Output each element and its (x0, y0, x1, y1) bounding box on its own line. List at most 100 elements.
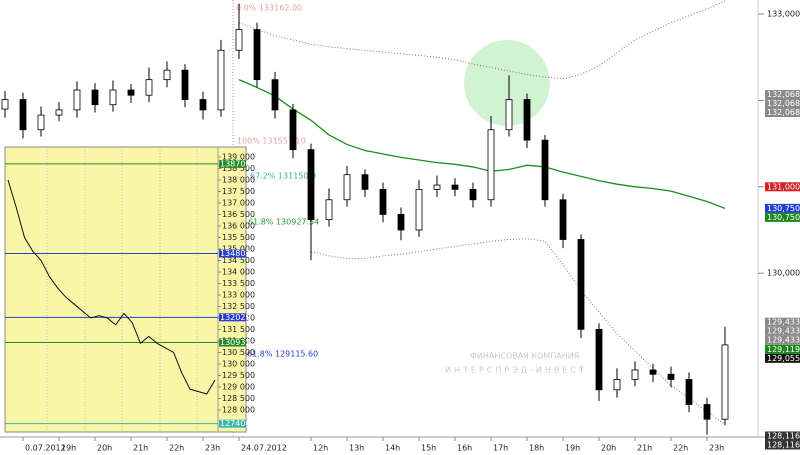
price-label: 128,116 (767, 440, 800, 449)
level-label: 132029 (220, 313, 251, 322)
candle-body (397, 214, 405, 231)
indicator-line (310, 238, 726, 425)
price-label-box (765, 90, 800, 100)
x-tick-label: 24.07.2012 (241, 444, 287, 453)
candle-body (253, 29, 261, 81)
candle-body (325, 199, 333, 221)
x-tick-label: 16h (457, 444, 472, 453)
price-label-box (765, 440, 800, 450)
price-label: 130,750 (767, 213, 800, 222)
candle-body (55, 109, 63, 116)
price-label-box (765, 344, 800, 354)
y-tick-label: 133,000 (767, 9, 800, 18)
inset-y-tick-label: 130 500 (222, 348, 255, 357)
inset-y-tick-label: 128 500 (222, 394, 255, 403)
x-tick-label: 18h (529, 444, 544, 453)
price-label: 129,119 (767, 345, 800, 354)
inset-y-tick-label: 135 000 (222, 244, 255, 253)
candle-body (37, 114, 45, 131)
x-tick-label: 19h (565, 444, 580, 453)
annotation: 100% 131557.10 (237, 137, 306, 146)
inset-y-tick-label: 135 500 (222, 233, 255, 242)
x-tick-label: 19h (61, 444, 76, 453)
inset-y-tick-label: 129 000 (222, 382, 255, 391)
x-tick-label: 20h (601, 444, 616, 453)
candle-body (379, 188, 387, 215)
inset-price-line (7, 179, 216, 395)
price-label-box (765, 99, 800, 109)
candle-body (649, 369, 657, 375)
price-label-box (765, 353, 800, 363)
candle-body (145, 79, 153, 96)
candle-body (271, 79, 279, 111)
candle-body (577, 239, 585, 330)
level-box (219, 159, 246, 168)
candle-body (541, 139, 549, 201)
candle-body (595, 328, 603, 391)
price-label: 129,055 (767, 354, 800, 363)
candle-body (307, 149, 315, 221)
candle-body (181, 69, 189, 100)
candle-body (559, 199, 567, 240)
price-label: 128,116 (767, 431, 800, 440)
inset-y-tick-label: 131 500 (222, 325, 255, 334)
level-box (219, 419, 246, 428)
x-tick-label: 17h (493, 444, 508, 453)
price-label-box (765, 182, 800, 192)
annotation: 61.8% 129115.60 (247, 350, 318, 359)
inset-y-tick-label: 129 500 (222, 371, 255, 380)
inset-background (4, 146, 247, 433)
candle-body (1, 99, 9, 110)
price-label: 131,000 (767, 182, 800, 191)
candle-body (631, 369, 639, 380)
candle-body (469, 188, 477, 201)
price-label: 132,068 (767, 99, 800, 108)
candle-body (361, 174, 369, 190)
x-tick-label: 21h (133, 444, 148, 453)
inset-y-tick-label: 139 000 (222, 153, 255, 162)
price-label-box (765, 335, 800, 345)
candle-body (703, 404, 711, 420)
x-tick-label: 12h (313, 444, 328, 453)
annotation: 61.8% 130927.54 (248, 218, 319, 227)
level-label: 130932 (220, 338, 251, 347)
candle-body (487, 129, 495, 201)
level-box (219, 313, 246, 322)
candle-body (235, 29, 243, 51)
candle-body (343, 174, 351, 201)
inset-y-tick-label: 138 000 (222, 176, 255, 185)
price-label: 132,068 (767, 108, 800, 117)
inset-chart: 139 000 138 500 138 000 137 500 137 000 136 5… (4, 146, 255, 433)
level-label: 138700 (220, 159, 251, 168)
inset-y-tick-label: 136 500 (222, 210, 255, 219)
annotation: 67.2% 131150.0 (250, 172, 316, 181)
candle-body (91, 89, 99, 106)
inset-y-tick-label: 136 000 (222, 222, 255, 231)
candle-body (199, 99, 207, 111)
inset-y-tick-label: 132 500 (222, 302, 255, 311)
x-tick-label: 14h (385, 444, 400, 453)
price-label-box (765, 431, 800, 441)
level-label: 134802 (220, 249, 251, 258)
x-tick-label: 13h (349, 444, 364, 453)
x-tick-label: 20h (97, 444, 112, 453)
watermark: ИНТЕРСПРЭД-ИНВЕСТ (445, 366, 587, 375)
candle-body (127, 89, 135, 96)
price-label: 129,433 (767, 318, 800, 327)
price-label-box (765, 212, 800, 222)
inset-y-tick-label: 133 500 (222, 279, 255, 288)
x-tick-label: 23h (709, 444, 724, 453)
inset-y-tick-label: 137 000 (222, 199, 255, 208)
price-label-box (765, 203, 800, 213)
candle-body (523, 99, 531, 141)
price-label: 132,068 (767, 90, 800, 99)
level-label: 127406 (220, 419, 251, 428)
y-tick-label: 130,000 (767, 269, 800, 278)
inset-y-tick-label: 137 500 (222, 187, 255, 196)
level-box (219, 338, 246, 347)
price-label: 129,433 (767, 336, 800, 345)
candle-body (415, 188, 423, 231)
price-label: 129,433 (767, 327, 800, 336)
